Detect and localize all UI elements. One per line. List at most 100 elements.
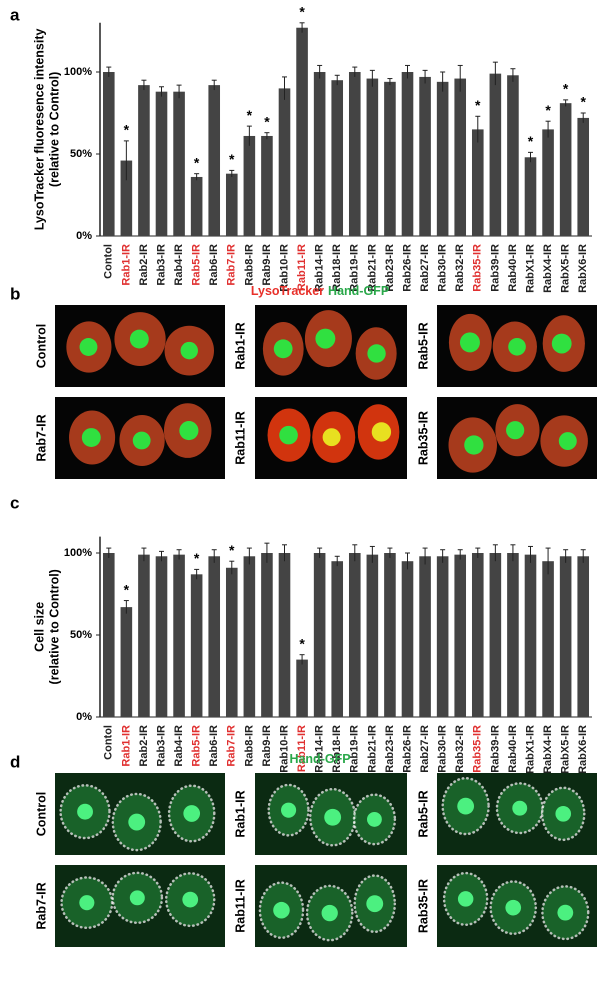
x-tick-label: RabX6-IR xyxy=(577,725,589,774)
bar xyxy=(542,129,554,236)
x-tick-label: Rab9-IR xyxy=(261,725,273,767)
bar xyxy=(436,81,449,236)
bar xyxy=(296,659,308,717)
x-tick-label: RabX5-IR xyxy=(560,244,572,293)
bar xyxy=(173,554,185,717)
x-tick-label: Rab40-IR xyxy=(507,244,519,292)
x-tick-label: Rab8-IR xyxy=(243,725,255,767)
nucleus xyxy=(132,431,151,450)
panel-label: a xyxy=(10,5,20,24)
nucleus xyxy=(183,805,201,822)
bar xyxy=(190,574,203,717)
significance-marker: * xyxy=(580,94,586,110)
nucleus xyxy=(322,428,341,447)
bar xyxy=(190,176,203,236)
bar xyxy=(313,72,326,236)
heading-part: LysoTracker xyxy=(251,284,324,298)
x-tick-label: Rab19-IR xyxy=(349,725,361,773)
x-tick-label: Rab39-IR xyxy=(489,725,501,773)
nucleus xyxy=(129,890,145,906)
nucleus xyxy=(457,797,475,815)
x-tick-label: Rab21-IR xyxy=(366,725,378,773)
bar xyxy=(454,554,467,717)
x-tick-label: Rab8-IR xyxy=(243,244,255,286)
image-label: Rab5-IR xyxy=(416,790,430,837)
nucleus xyxy=(557,904,574,921)
x-tick-label: Rab4-IR xyxy=(173,725,185,767)
nucleus xyxy=(506,421,525,440)
bar xyxy=(366,554,379,717)
nucleus xyxy=(273,339,293,359)
y-tick-label: 50% xyxy=(70,148,92,160)
bar xyxy=(102,72,115,236)
bar xyxy=(489,553,502,717)
heading-part: Hand-GFP xyxy=(328,284,389,298)
bar xyxy=(155,556,168,717)
y-tick-label: 0% xyxy=(76,711,92,723)
bar xyxy=(419,556,431,717)
nucleus xyxy=(505,899,522,916)
x-tick-label: RabX1-IR xyxy=(524,244,536,293)
nucleus xyxy=(128,813,146,831)
x-tick-label: Rab35-IR xyxy=(472,244,484,292)
significance-marker: * xyxy=(299,635,305,651)
x-tick-label: Rab2-IR xyxy=(138,725,150,767)
significance-marker: * xyxy=(124,122,130,138)
significance-marker: * xyxy=(124,581,130,597)
bar xyxy=(348,72,361,236)
x-tick-label: Rab32-IR xyxy=(454,244,466,292)
x-tick-label: Rab27-IR xyxy=(419,244,431,292)
image-label: Rab1-IR xyxy=(233,790,247,837)
x-tick-label: Rab39-IR xyxy=(489,244,501,292)
bar xyxy=(102,553,115,717)
nucleus xyxy=(81,428,101,447)
y-tick-label: 50% xyxy=(70,629,92,641)
significance-marker: * xyxy=(229,542,235,558)
x-tick-label: RabX5-IR xyxy=(560,725,572,774)
y-tick-label: 0% xyxy=(76,230,92,242)
y-axis-label: Cell size xyxy=(32,602,46,652)
x-tick-label: Rab32-IR xyxy=(454,725,466,773)
significance-marker: * xyxy=(545,102,551,118)
bar xyxy=(559,103,572,236)
x-tick-label: Rab5-IR xyxy=(191,725,203,767)
significance-marker: * xyxy=(264,113,270,129)
bar xyxy=(419,76,431,236)
y-axis-label: (relative to Control) xyxy=(47,72,61,187)
bar xyxy=(559,556,572,717)
significance-marker: * xyxy=(247,107,253,123)
x-tick-label: Rab26-IR xyxy=(401,725,413,773)
nucleus xyxy=(79,338,98,356)
panel-label: c xyxy=(10,493,19,512)
x-tick-label: Contol xyxy=(103,244,115,279)
bar xyxy=(138,554,150,717)
nucleus xyxy=(558,432,577,451)
nucleus xyxy=(555,806,572,822)
nucleus xyxy=(367,811,382,827)
nucleus xyxy=(129,329,149,349)
x-tick-label: Contol xyxy=(103,725,115,760)
nucleus xyxy=(180,341,198,360)
x-tick-label: Rab19-IR xyxy=(349,244,361,292)
bar xyxy=(138,85,150,237)
nucleus xyxy=(77,803,93,820)
x-tick-label: Rab14-IR xyxy=(314,244,326,292)
bar xyxy=(524,157,537,236)
significance-marker: * xyxy=(563,81,569,97)
x-tick-label: Rab11-IR xyxy=(296,244,308,291)
x-tick-label: Rab10-IR xyxy=(278,244,290,292)
bar xyxy=(401,561,414,717)
x-tick-label: Rab23-IR xyxy=(384,725,396,773)
bar xyxy=(577,556,590,717)
bar xyxy=(120,160,133,236)
panel-label: b xyxy=(10,284,20,303)
x-tick-label: Rab11-IR xyxy=(296,725,308,772)
bar xyxy=(471,129,484,236)
bar xyxy=(278,553,291,717)
bar xyxy=(261,135,273,236)
bar xyxy=(313,553,326,717)
nucleus xyxy=(508,337,526,356)
image-label: Rab5-IR xyxy=(416,322,430,369)
significance-marker: * xyxy=(299,4,305,20)
